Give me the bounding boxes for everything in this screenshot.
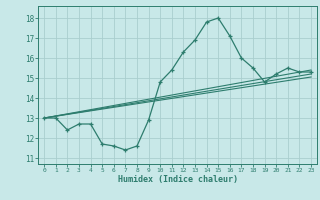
- X-axis label: Humidex (Indice chaleur): Humidex (Indice chaleur): [118, 175, 238, 184]
